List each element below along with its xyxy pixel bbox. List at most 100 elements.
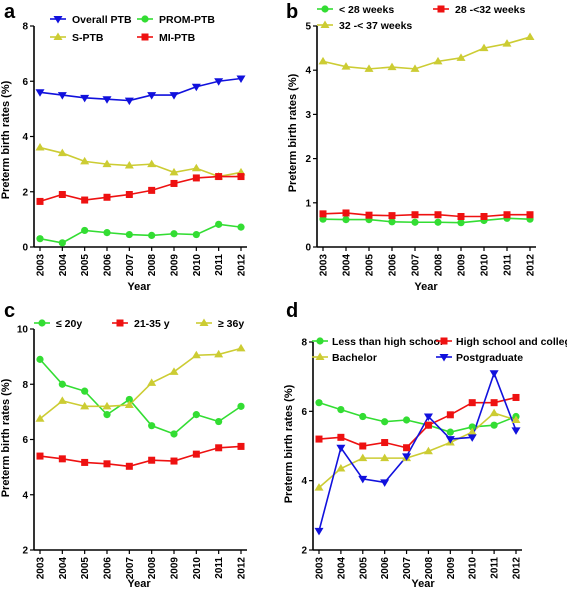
panel-d-series-line-0 [318, 401, 517, 433]
panel-a-series-0-point [191, 83, 201, 92]
panel-d-series-line-3 [318, 370, 517, 532]
panel-d-legend-swatch-marker [439, 354, 449, 362]
panel-c-series-line-1 [39, 445, 242, 468]
panel-c-series-1-point [192, 450, 200, 458]
panel-a-ytick-label: 6 [22, 77, 28, 88]
panel-c-series-1-point [81, 458, 89, 466]
panel-a-series-0-point [124, 97, 134, 106]
panel-d-series-0-point [381, 418, 389, 426]
panel-c-series-2-point [80, 401, 90, 410]
panel-d-legend-swatch-marker [316, 337, 324, 345]
panel-d-legend-label: Less than high school [332, 336, 443, 348]
panel-c-series-2-point [102, 401, 112, 410]
panel-b-legend-label: < 28 weeks [339, 4, 394, 16]
panel-b-ylabel: Preterm birth rates (%) [287, 73, 299, 192]
panel-c-xtick-label: 2007 [125, 557, 136, 580]
panel-c-series-0-point [148, 422, 156, 430]
panel-c-xtick-label: 2012 [237, 557, 248, 580]
panel-a-series-2-point [80, 156, 90, 165]
panel-c-series-0-point [81, 387, 89, 395]
panel-a-series-3-point [148, 186, 156, 194]
panel-c-series-1-point [215, 444, 223, 452]
panel-d-xtick-label: 2010 [468, 557, 479, 580]
panel-a-legend-entry: Overall PTB [50, 14, 132, 26]
panel-c-series-1-point [125, 462, 133, 470]
panel-b-series-2-point [364, 64, 374, 72]
panel-a-xtick-label: 2004 [58, 254, 69, 277]
panel-a-series-0-point [214, 78, 224, 86]
panel-a-xtick-label: 2003 [36, 254, 47, 277]
panel-b-series-2-point [525, 32, 535, 41]
panel-d-legend-entry: High school and college [436, 336, 567, 348]
panel-b-legend-label: 28 -<32 weeks [455, 4, 526, 16]
panel-b-series-2-point [410, 64, 420, 72]
panel-b-xtick-label: 2004 [342, 254, 353, 277]
panel-b-series-line-1 [322, 212, 530, 218]
panel-b-series-0-point [434, 218, 442, 226]
panel-a-xtick-label: 2009 [170, 254, 181, 277]
panel-a-xtick-label: 2005 [80, 254, 91, 277]
panel-d-series-3-point [314, 527, 324, 536]
panel-b-series-2-point [318, 56, 328, 65]
panel-c-xtick-label: 2009 [170, 557, 181, 580]
panel-a-legend-label: PROM-PTB [159, 14, 215, 26]
panel-a-series-3-point [170, 179, 178, 187]
panel-a-xlabel: Year [127, 281, 151, 293]
panel-d-series-2-point [467, 427, 477, 436]
panel-d-series-3-point [336, 444, 346, 453]
panel-b-series-0-point [411, 218, 419, 226]
panel-c-xtick-label: 2003 [36, 557, 47, 580]
panel-a-legend-entry: MI-PTB [137, 32, 196, 44]
panel-c-series-1-point [148, 456, 156, 464]
panel-a-xtick-label: 2010 [192, 254, 203, 277]
panel-b-ytick-label: 2 [305, 154, 311, 165]
panel-b-xtick-label: 2012 [526, 254, 537, 277]
panel-b-legend-swatch-marker [320, 20, 330, 28]
panel-d-series-2-point [314, 483, 324, 491]
panel-a-series-0-point [169, 92, 179, 100]
panel-a-legend-entry: S-PTB [50, 32, 104, 44]
panel-d-legend-swatch-marker [315, 352, 325, 360]
panel-b-legend-swatch-marker [437, 5, 445, 13]
panel-d-xtick-label: 2005 [358, 557, 369, 580]
panel-c-ytick-label: 2 [22, 546, 28, 557]
panel-a-ytick-label: 2 [22, 187, 28, 198]
panel-a-series-1-point [237, 223, 245, 231]
panel-c-series-0-point [237, 402, 245, 410]
panel-b-series-line-2 [322, 36, 531, 70]
panel-d-xtick-label: 2004 [336, 557, 347, 580]
panel-b-ytick-label: 1 [305, 198, 311, 209]
panel-a-xtick-label: 2011 [214, 254, 225, 276]
panel-a-series-0-point [57, 92, 67, 100]
panel-c-xtick-label: 2011 [214, 557, 225, 579]
panel-c-series-2-point [57, 396, 67, 404]
panel-c-legend-swatch-marker [116, 319, 124, 327]
panel-d-series-2-point [336, 464, 346, 472]
panel-c-series-2-point [124, 400, 134, 408]
panel-d-series-1-point [424, 421, 432, 429]
panel-b-series-2-point [502, 39, 512, 47]
panel-a-series-0-point [80, 94, 90, 103]
panel-d-series-0-point [337, 406, 345, 414]
panel-b-xtick-label: 2007 [411, 254, 422, 277]
panel-d-series-0-point [468, 423, 476, 431]
panel-d-ytick-label: 8 [301, 338, 307, 349]
panel-c-plot: 2 4 6 8 10 2003 2004 2005 2006 2007 2008 2009 2010 20… [17, 318, 248, 579]
panel-c-ytick-label: 6 [22, 435, 28, 446]
panel-d-series-1-point [403, 444, 411, 452]
panel-a-ytick-label: 8 [22, 22, 28, 33]
panel-d-ytick-label: 4 [301, 476, 307, 487]
panel-a-series-1-point [58, 239, 66, 247]
panel-letter-b: b [286, 1, 298, 23]
panel-d-series-3-point [423, 413, 433, 422]
panel-a-series-3-point [36, 197, 44, 205]
panel-a-xtick-label: 2008 [147, 254, 158, 277]
panel-b-legend-entry: < 28 weeks [317, 4, 394, 16]
panel-c-series-0-point [170, 430, 178, 438]
panel-a-series-3-point [125, 191, 133, 199]
panel-c-series-1-point [237, 442, 245, 450]
panel-a-xtick-label: 2012 [237, 254, 248, 277]
panel-d-xtick-label: 2008 [424, 557, 435, 580]
panel-c-ylabel: Preterm birth rates (%) [0, 378, 12, 497]
